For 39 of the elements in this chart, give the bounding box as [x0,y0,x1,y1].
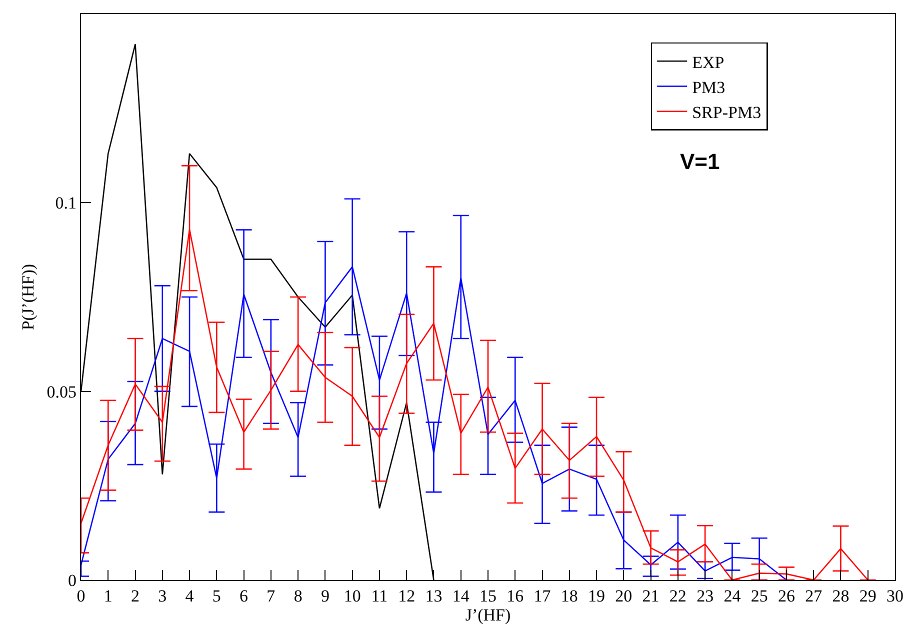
x-tick-label: 29 [859,586,876,606]
x-tick-label: 30 [886,586,904,606]
y-tick-label: 0.1 [55,194,76,213]
x-axis-title: J’(HF) [465,606,511,625]
x-tick-label: 16 [506,586,524,606]
y-axis-title: P(J’(HF)) [18,264,38,330]
x-tick-label: 3 [158,586,167,606]
x-tick-label: 28 [832,586,850,606]
x-tick-label: 19 [588,586,606,606]
legend-label: SRP-PM3 [692,102,762,122]
x-tick-label: 9 [320,586,330,606]
x-tick-label: 14 [452,586,470,606]
legend-label: PM3 [692,78,726,97]
x-tick-label: 1 [104,586,112,606]
x-tick-label: 8 [294,586,302,606]
x-tick-label: 13 [425,586,442,606]
y-tick-label: 0.05 [46,382,76,402]
annotation: V=1 [680,149,720,174]
x-tick-label: 2 [131,586,140,606]
x-tick-label: 20 [615,586,632,606]
x-tick-label: 17 [534,586,552,606]
x-tick-label: 23 [696,586,714,606]
x-tick-label: 15 [480,586,496,606]
x-tick-label: 11 [371,586,388,606]
x-tick-label: 21 [642,586,660,606]
x-tick-label: 25 [750,586,768,606]
x-tick-label: 4 [185,586,194,606]
x-tick-label: 12 [398,586,416,606]
x-tick-label: 7 [266,586,276,606]
x-tick-label: 22 [669,586,686,606]
legend-label: EXP [692,52,724,72]
x-tick-label: 5 [212,586,221,606]
x-tick-label: 27 [805,586,823,606]
x-tick-label: 26 [778,586,795,606]
y-tick-label: 0 [68,570,76,590]
x-tick-label: 10 [344,586,361,606]
x-tick-label: 24 [724,586,742,606]
x-tick-label: 18 [560,586,578,606]
x-tick-label: 6 [240,586,248,606]
